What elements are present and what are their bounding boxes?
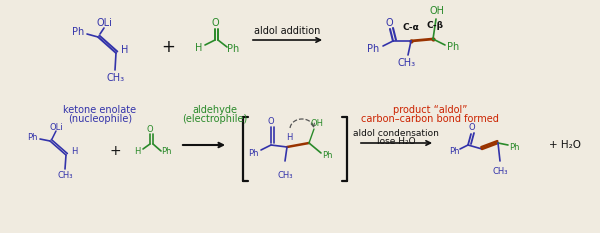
Text: Ph: Ph (367, 44, 379, 54)
Text: (electrophile): (electrophile) (182, 114, 248, 124)
Text: H: H (71, 147, 77, 157)
Text: carbon–carbon bond formed: carbon–carbon bond formed (361, 114, 499, 124)
Text: CH₃: CH₃ (492, 167, 508, 175)
Text: H: H (196, 43, 203, 53)
Text: C-α: C-α (403, 23, 419, 31)
Text: H: H (286, 133, 292, 141)
Text: + H₂O: + H₂O (549, 140, 581, 150)
Text: O: O (268, 117, 274, 127)
Text: OLi: OLi (49, 123, 63, 131)
Text: Ph: Ph (248, 148, 258, 158)
Text: OH: OH (430, 6, 445, 16)
Text: aldehyde: aldehyde (193, 105, 238, 115)
Text: ketone enolate: ketone enolate (64, 105, 137, 115)
Text: OLi: OLi (96, 18, 112, 28)
Text: Ph: Ph (447, 42, 459, 52)
Text: CH₃: CH₃ (277, 171, 293, 179)
Text: O: O (211, 18, 219, 28)
Text: O: O (469, 123, 475, 131)
Text: lose H₂O: lose H₂O (377, 137, 415, 147)
Text: +: + (109, 144, 121, 158)
Text: Ph: Ph (509, 143, 519, 151)
Text: aldol addition: aldol addition (254, 26, 320, 36)
Text: Ph: Ph (227, 44, 239, 54)
Text: CH₃: CH₃ (107, 73, 125, 83)
Text: H: H (134, 147, 140, 157)
Text: (nucleophile): (nucleophile) (68, 114, 132, 124)
Text: O: O (385, 18, 393, 28)
Text: product “aldol”: product “aldol” (393, 105, 467, 115)
Text: OH: OH (311, 119, 323, 127)
Text: H: H (121, 45, 128, 55)
Text: C-β: C-β (427, 21, 443, 30)
Text: aldol condensation: aldol condensation (353, 129, 439, 137)
Text: CH₃: CH₃ (57, 171, 73, 181)
Text: Ph: Ph (27, 133, 37, 141)
Text: CH₃: CH₃ (398, 58, 416, 68)
Text: Ph: Ph (72, 27, 84, 37)
Text: Ph: Ph (449, 147, 459, 155)
Text: Ph: Ph (161, 147, 171, 157)
Text: +: + (161, 38, 175, 56)
Text: Ph: Ph (322, 151, 332, 160)
Text: O: O (146, 124, 154, 134)
